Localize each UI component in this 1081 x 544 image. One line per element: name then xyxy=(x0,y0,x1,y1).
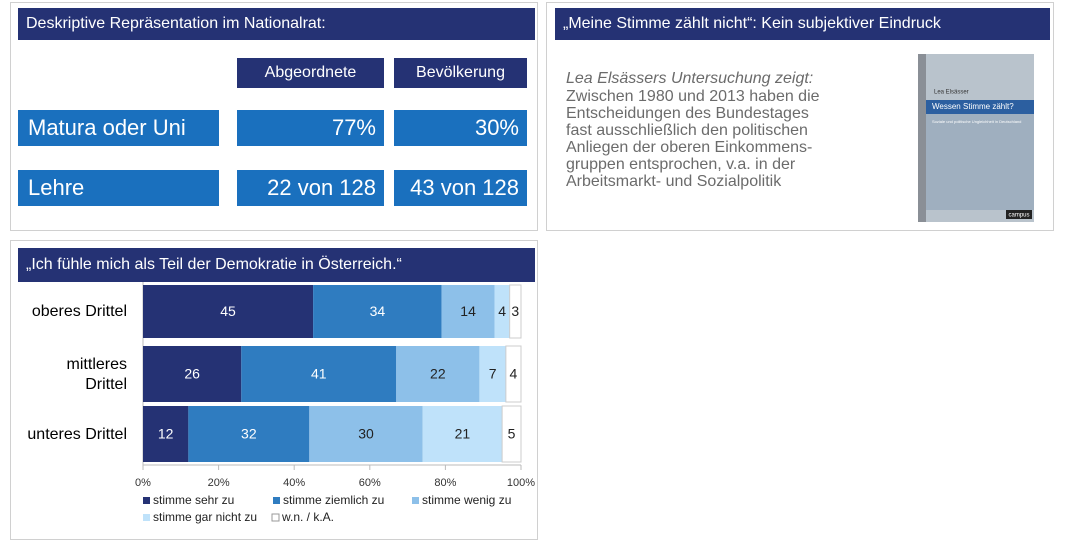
data-label: 12 xyxy=(158,426,174,442)
publisher: campus xyxy=(1008,213,1029,219)
category-label: mittleres Drittel xyxy=(0,355,127,395)
legend-label: stimme sehr zu xyxy=(153,493,234,507)
data-label: 21 xyxy=(455,426,471,442)
book-author: Lea Elsässer xyxy=(934,90,969,96)
body-line: Zwischen 1980 und 2013 haben die xyxy=(566,88,820,105)
legend-label: w.n. / k.A. xyxy=(281,510,334,524)
data-label: 14 xyxy=(460,303,476,319)
legend-label: stimme gar nicht zu xyxy=(153,510,257,524)
body-line: Anliegen der oberen Einkommens- xyxy=(566,139,812,156)
book-cover: Lea Elsässer Wessen Stimme zählt? Sozial… xyxy=(910,50,1040,225)
book-graphic xyxy=(926,110,1034,210)
x-tick-label: 100% xyxy=(507,477,535,489)
page: Deskriptive Repräsentation im Nationalra… xyxy=(0,0,1081,544)
data-label: 4 xyxy=(498,303,506,319)
legend-swatch xyxy=(412,497,419,504)
book-subtitle: Soziale und politische Ungleichheit in D… xyxy=(932,119,1021,124)
legend-swatch xyxy=(143,497,150,504)
book-panel-title: „Meine Stimme zählt nicht“: Kein subjekt… xyxy=(555,8,1050,40)
data-label: 3 xyxy=(511,303,519,319)
data-label: 30 xyxy=(358,426,374,442)
book-title: Wessen Stimme zählt? xyxy=(932,102,1014,111)
body-line: fast ausschließlich den politischen xyxy=(566,122,808,139)
body-line: Entscheidungen des Bundestages xyxy=(566,105,809,122)
data-label: 32 xyxy=(241,426,257,442)
body-line: Arbeitsmarkt- und Sozialpolitik xyxy=(566,173,781,190)
x-tick-label: 40% xyxy=(283,477,305,489)
book-spine xyxy=(918,54,926,222)
data-label: 22 xyxy=(430,366,446,382)
data-label: 45 xyxy=(220,303,236,319)
legend-label: stimme wenig zu xyxy=(422,493,511,507)
legend-label: stimme ziemlich zu xyxy=(283,493,384,507)
data-label: 41 xyxy=(311,366,327,382)
legend-swatch xyxy=(272,514,279,521)
data-label: 26 xyxy=(184,366,200,382)
lead-text: Lea Elsässers Untersuchung zeigt: xyxy=(566,70,813,87)
x-tick-label: 0% xyxy=(135,477,151,489)
legend-swatch xyxy=(143,514,150,521)
data-label: 4 xyxy=(510,366,518,382)
x-tick-label: 80% xyxy=(434,477,456,489)
legend-swatch xyxy=(273,497,280,504)
data-label: 7 xyxy=(489,366,497,382)
data-label: 5 xyxy=(508,426,516,442)
category-label: unteres Drittel xyxy=(0,425,127,445)
data-label: 34 xyxy=(370,303,386,319)
category-label: oberes Drittel xyxy=(0,302,127,322)
x-tick-label: 60% xyxy=(359,477,381,489)
body-line: gruppen entsprochen, v.a. in der xyxy=(566,156,795,173)
x-tick-label: 20% xyxy=(208,477,230,489)
